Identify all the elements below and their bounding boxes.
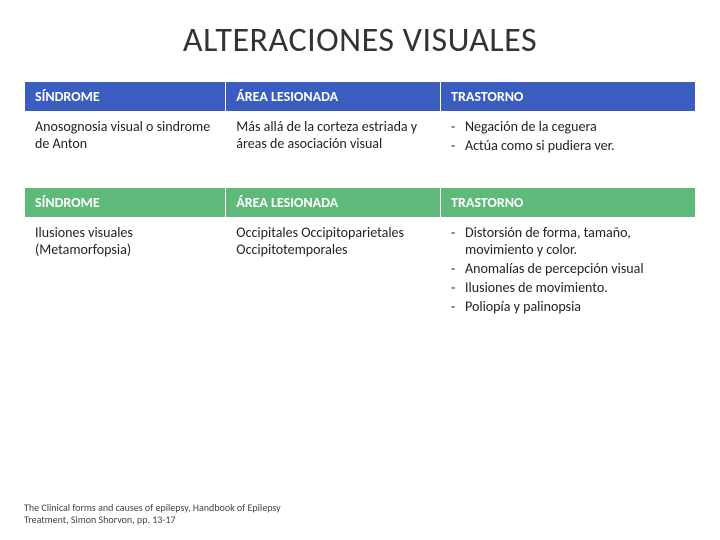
cell-trastorno: Negación de la ceguera Actúa como si pud… [441,112,696,163]
cell-trastorno: Distorsión de forma, tamaño, movimiento … [441,218,696,324]
cell-area: Más allá de la corteza estriada y áreas … [226,112,441,163]
col-sindrome: SÍNDROME [25,188,226,218]
table-header-row: SÍNDROME ÁREA LESIONADA TRASTORNO [25,188,696,218]
table-anton: SÍNDROME ÁREA LESIONADA TRASTORNO Anosog… [24,81,696,163]
col-area: ÁREA LESIONADA [226,188,441,218]
table-header-row: SÍNDROME ÁREA LESIONADA TRASTORNO [25,82,696,112]
page-title: ALTERACIONES VISUALES [24,20,696,61]
list-item: Anomalías de percepción visual [451,260,685,277]
citation-text: The Clinical forms and causes of epileps… [24,502,324,526]
col-trastorno: TRASTORNO [441,82,696,112]
slide: ALTERACIONES VISUALES SÍNDROME ÁREA LESI… [0,0,720,540]
list-item: Distorsión de forma, tamaño, movimiento … [451,224,685,258]
col-trastorno: TRASTORNO [441,188,696,218]
cell-area: Occipitales Occipitoparietales Occipitot… [226,218,441,324]
col-sindrome: SÍNDROME [25,82,226,112]
table-row: Anosognosia visual o sindrome de Anton M… [25,112,696,163]
table-metamorfopsia: SÍNDROME ÁREA LESIONADA TRASTORNO Ilusio… [24,187,696,324]
cell-sindrome: Ilusiones visuales (Metamorfopsia) [25,218,226,324]
list-item: Ilusiones de movimiento. [451,279,685,296]
list-item: Negación de la ceguera [451,118,685,135]
table-row: Ilusiones visuales (Metamorfopsia) Occip… [25,218,696,324]
cell-sindrome: Anosognosia visual o sindrome de Anton [25,112,226,163]
col-area: ÁREA LESIONADA [226,82,441,112]
list-item: Actúa como si pudiera ver. [451,137,685,154]
list-item: Poliopía y palinopsia [451,298,685,315]
